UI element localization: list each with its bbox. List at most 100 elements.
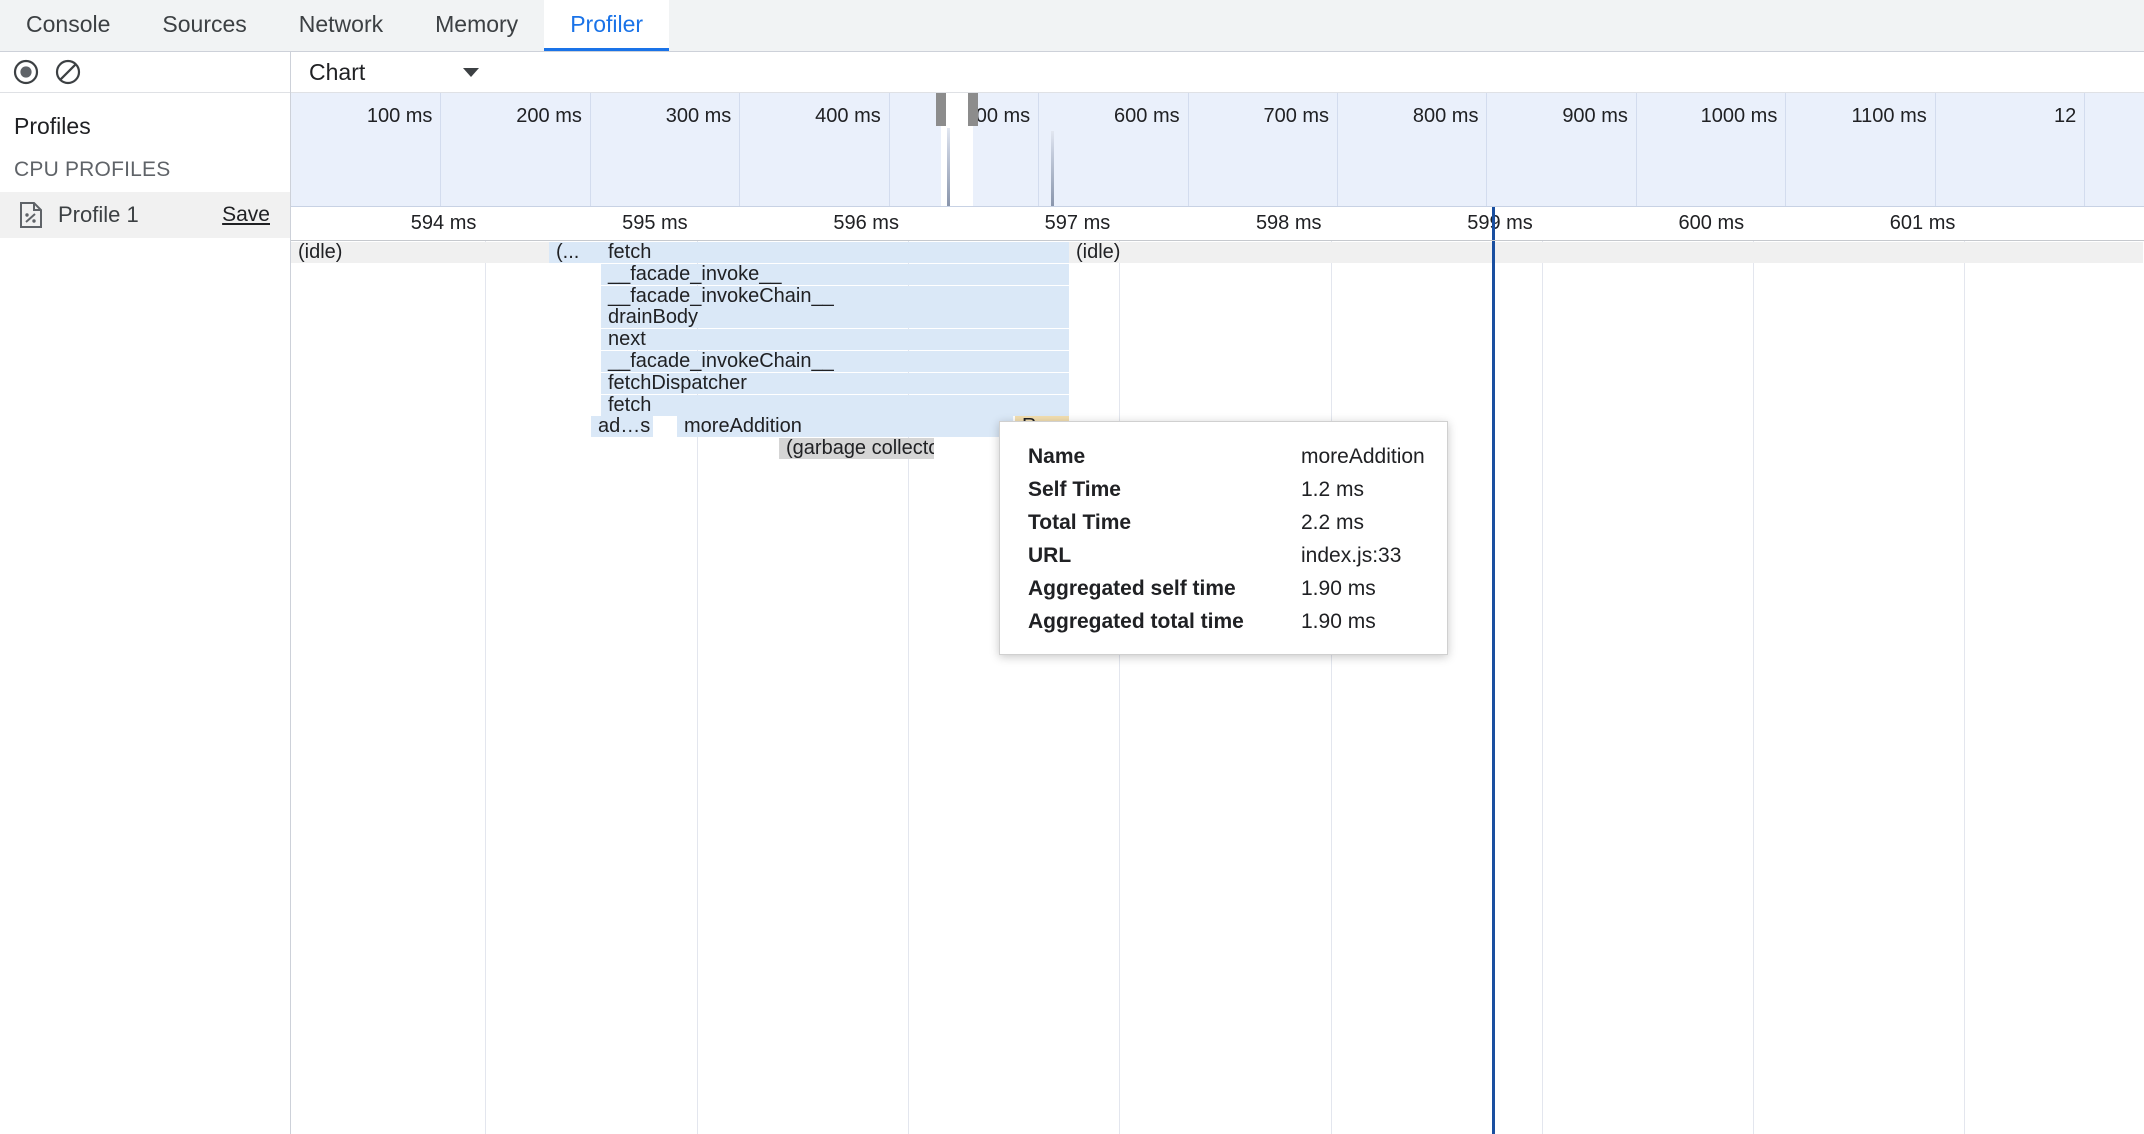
overview-gridline <box>1785 93 1787 206</box>
overview-tick-label: 400 ms <box>815 105 881 127</box>
time-cursor-line <box>1492 241 1495 1134</box>
flame-frame[interactable]: ad…s <box>591 416 653 438</box>
tooltip-value: 1.2 ms <box>1301 478 1365 501</box>
tooltip-row: URL index.js:33 <box>1028 539 1425 572</box>
flame-gridline <box>485 241 487 1134</box>
profile-list-item[interactable]: Profile 1 Save <box>0 192 290 238</box>
detail-time-ruler: 594 ms 595 ms 596 ms 597 ms 598 ms 599 ms 600 … <box>291 207 2144 241</box>
flame-frame[interactable]: drainBody <box>601 307 1069 329</box>
overview-gridline <box>2084 93 2086 206</box>
overview-gridline <box>1635 93 1637 206</box>
sidebar-toolbar <box>0 52 290 93</box>
flame-frame[interactable]: (garbage collector) <box>779 438 934 460</box>
frame-details-tooltip: Name moreAddition Self Time 1.2 ms Total Tim… <box>999 421 1448 655</box>
profile-document-icon <box>18 202 44 228</box>
profiles-sidebar: Profiles CPU PROFILES Profile 1 Save <box>0 52 291 1134</box>
tooltip-key: Aggregated self time <box>1028 577 1236 600</box>
tooltip-row: Total Time 2.2 ms <box>1028 506 1425 539</box>
overview-gridline <box>1187 93 1189 206</box>
tooltip-key: Total Time <box>1028 511 1132 534</box>
flame-frame[interactable]: __facade_invokeChain__ <box>601 351 1069 372</box>
flame-chart[interactable]: (idle) (... fetch (idle) __facade_invoke__ __… <box>291 241 2144 1134</box>
view-mode-label: Chart <box>309 58 366 85</box>
profile-name: Profile 1 <box>58 202 139 227</box>
overview-gridline <box>1934 93 1936 206</box>
flame-gridline <box>1119 241 1121 1134</box>
save-profile-link[interactable]: Save <box>222 203 270 226</box>
flame-frame[interactable]: (... <box>549 242 601 263</box>
flame-frame[interactable]: fetch <box>601 242 1069 263</box>
detail-tick-label: 595 ms <box>622 212 688 234</box>
flame-frame[interactable]: (idle) <box>1069 242 2143 263</box>
flame-frame[interactable]: __facade_invokeChain__ <box>601 285 1069 307</box>
flame-frame[interactable]: (idle) <box>291 242 551 263</box>
overview-handle-left[interactable] <box>936 93 946 126</box>
overview-tick-label: 1100 ms <box>1851 105 1927 127</box>
overview-tick-label: 300 ms <box>665 105 732 127</box>
tooltip-key: URL <box>1028 544 1072 567</box>
tooltip-key: Self Time <box>1028 478 1121 501</box>
detail-tick-label: 597 ms <box>1044 212 1111 234</box>
overview-gridline <box>440 93 442 206</box>
flame-frame[interactable]: __facade_invoke__ <box>601 263 1069 285</box>
timeline-overview[interactable]: 100 ms 200 ms 300 ms 400 ms 500 ms 600 ms 700 … <box>291 93 2144 207</box>
overview-activity-spike <box>947 128 950 206</box>
cpu-profiles-group-header: CPU PROFILES <box>14 158 171 181</box>
tooltip-row: Name moreAddition <box>1028 440 1425 473</box>
overview-tick-label: 700 ms <box>1263 105 1330 127</box>
tooltip-value: index.js:33 <box>1301 544 1402 567</box>
overview-gridline <box>1337 93 1339 206</box>
tab-profiler[interactable]: Profiler <box>544 0 670 51</box>
detail-tick-label: 598 ms <box>1255 212 1322 234</box>
tooltip-row: Aggregated self time 1.90 ms <box>1028 572 1425 605</box>
flame-gridline <box>1753 241 1755 1134</box>
overview-gridline <box>1038 93 1040 206</box>
devtools-tab-bar: Console Sources Network Memory Profiler <box>0 0 2144 52</box>
tooltip-row: Aggregated total time 1.90 ms <box>1028 605 1425 638</box>
main-split: Profiles CPU PROFILES Profile 1 Save Cha… <box>0 52 2144 1134</box>
flame-frame[interactable]: moreAddition <box>677 416 1013 438</box>
view-mode-select[interactable]: Chart <box>291 58 480 86</box>
overview-gridline <box>888 93 890 206</box>
tab-network[interactable]: Network <box>298 10 384 37</box>
overview-gridline <box>739 93 741 206</box>
overview-tick-label: 900 ms <box>1562 105 1628 127</box>
clear-icon[interactable] <box>54 58 82 86</box>
detail-tick-label: 601 ms <box>1889 212 1956 234</box>
flame-gridline <box>1541 241 1543 1134</box>
overview-tick-label: 800 ms <box>1412 105 1479 127</box>
tooltip-value: 1.90 ms <box>1301 577 1376 600</box>
chevron-down-icon <box>463 67 480 77</box>
tooltip-key: Aggregated total time <box>1028 610 1244 633</box>
overview-tick-label: 12 <box>2053 105 2077 127</box>
tab-sources[interactable]: Sources <box>162 10 247 37</box>
overview-tick-label: 1000 ms <box>1700 105 1778 127</box>
flame-gridline <box>1330 241 1332 1134</box>
overview-tick-label: 500 ms <box>964 105 1031 127</box>
detail-tick-label: 594 ms <box>410 212 477 234</box>
tooltip-value: 1.90 ms <box>1301 610 1376 633</box>
overview-handle-right[interactable] <box>968 93 978 126</box>
detail-tick-label: 600 ms <box>1678 212 1745 234</box>
flame-gridline <box>696 241 698 1134</box>
profiler-toolbar: Chart <box>291 52 2144 93</box>
detail-tick-label: 596 ms <box>833 212 899 234</box>
profiler-content: Chart 100 ms 200 ms 300 ms 400 ms 500 ms 600 … <box>291 52 2144 1134</box>
sidebar-section-title: Profiles <box>14 113 91 139</box>
overview-activity-spike <box>1051 131 1054 206</box>
tab-memory[interactable]: Memory <box>435 10 519 37</box>
flame-frame[interactable]: next <box>601 329 1069 351</box>
flame-gridline <box>907 241 909 1134</box>
tooltip-row: Self Time 1.2 ms <box>1028 473 1425 506</box>
tab-console[interactable]: Console <box>26 10 111 37</box>
overview-tick-label: 100 ms <box>366 105 433 127</box>
tooltip-value: moreAddition <box>1301 445 1425 468</box>
overview-tick-label: 200 ms <box>516 105 582 127</box>
flame-frame[interactable]: fetch <box>601 394 1069 416</box>
flame-frame[interactable]: fetchDispatcher <box>601 372 1069 394</box>
tooltip-key: Name <box>1028 445 1086 468</box>
overview-selection-window[interactable] <box>941 93 973 206</box>
detail-tick-label: 599 ms <box>1467 212 1533 234</box>
flame-gridline <box>1964 241 1966 1134</box>
record-icon[interactable] <box>12 58 40 86</box>
